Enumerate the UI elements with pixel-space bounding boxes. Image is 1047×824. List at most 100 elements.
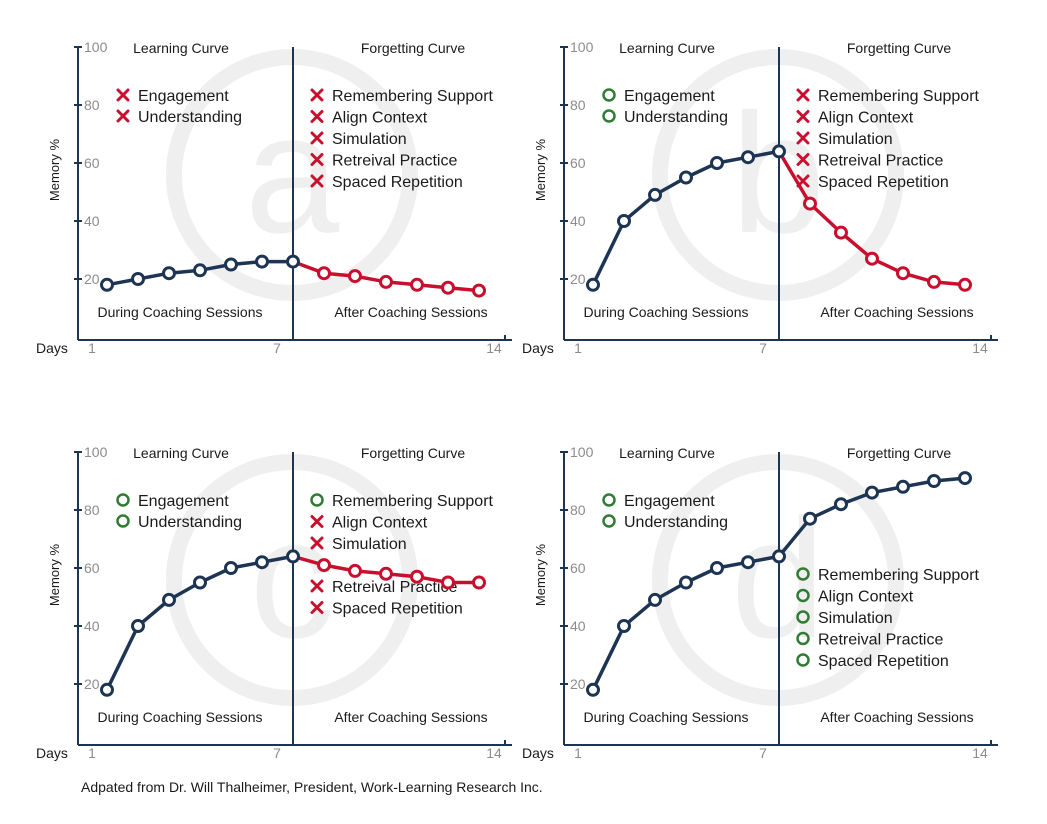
learning-curve-point: [710, 156, 724, 170]
factor-label: Simulation: [818, 610, 893, 627]
forgetting-factor-align-context: Align Context: [310, 515, 428, 532]
check-circle-icon: [602, 514, 616, 528]
factor-label: Align Context: [332, 515, 428, 532]
y-tick-label: 40: [84, 618, 100, 634]
forgetting-curve-point: [317, 558, 331, 573]
forgetting-curve-point: [410, 277, 424, 292]
check-circle-icon: [796, 567, 810, 581]
factor-label: Align Context: [818, 589, 914, 606]
factor-label: Retreival Practice: [332, 579, 457, 596]
after-sessions-label: After Coaching Sessions: [820, 304, 973, 320]
learning-curve-point: [224, 257, 238, 272]
forgetting-curve-point: [348, 269, 362, 284]
learning-factor-engagement: Engagement: [602, 88, 715, 105]
factor-label: Engagement: [624, 493, 715, 510]
forgetting-curve-point: [958, 277, 972, 292]
cross-icon: [310, 536, 324, 550]
y-tick-label: 100: [570, 39, 594, 55]
learning-factor-engagement: Engagement: [116, 88, 229, 105]
factor-label: Remembering Support: [332, 493, 494, 510]
forgetting-curve-point: [348, 563, 362, 578]
after-sessions-label: After Coaching Sessions: [334, 304, 487, 320]
learning-curve-point: [131, 272, 145, 286]
learning-curve-point: [100, 277, 114, 292]
y-tick-label: 60: [84, 560, 100, 576]
y-tick-label: 60: [570, 560, 586, 576]
check-circle-icon: [602, 493, 616, 507]
check-circle-icon: [116, 514, 130, 528]
check-circle-icon: [602, 88, 616, 102]
factor-label: Simulation: [332, 536, 407, 553]
forgetting-curve-point: [472, 575, 486, 590]
y-tick-label: 60: [84, 155, 100, 171]
factor-label: Retreival Practice: [818, 632, 943, 649]
learning-factor-understanding: Understanding: [602, 514, 728, 531]
x-tick-label: 1: [574, 340, 582, 356]
forgetting-curve-title: Forgetting Curve: [361, 445, 465, 461]
forgetting-factor-remembering-support: Remembering Support: [796, 567, 980, 584]
learning-curve-point: [162, 592, 176, 607]
forgetting-curve-title: Forgetting Curve: [361, 40, 465, 56]
forgetting-factor-spaced-repetition: Spaced Repetition: [310, 174, 463, 191]
check-circle-icon: [796, 610, 810, 624]
learning-curve-point: [100, 682, 114, 697]
cross-icon: [310, 88, 324, 102]
y-tick-label: 100: [84, 444, 108, 460]
forgetting-factor-simulation: Simulation: [796, 131, 893, 148]
forgetting-curve-title: Forgetting Curve: [847, 445, 951, 461]
cross-icon: [310, 515, 324, 528]
y-tick-label: 40: [84, 213, 100, 229]
factor-label: Remembering Support: [332, 88, 494, 105]
y-axis-label: Memory %: [533, 139, 548, 202]
y-tick-label: 80: [570, 502, 586, 518]
learning-curve-point: [586, 277, 600, 292]
x-tick-label: 14: [486, 340, 502, 356]
x-tick-label: 7: [759, 745, 767, 761]
y-tick-label: 40: [570, 618, 586, 634]
forgetting-curve-point: [865, 485, 879, 500]
factor-label: Align Context: [818, 110, 914, 127]
factor-label: Spaced Repetition: [818, 174, 949, 191]
forgetting-curve-point: [927, 474, 941, 488]
factor-label: Engagement: [138, 493, 229, 510]
learning-curve-point: [617, 214, 631, 228]
learning-curve-point: [617, 619, 631, 633]
cross-icon: [796, 131, 810, 145]
learning-curve-title: Learning Curve: [133, 445, 229, 461]
learning-factor-engagement: Engagement: [116, 493, 229, 510]
cross-icon: [796, 110, 810, 123]
learning-curve-point: [679, 575, 693, 590]
learning-curve-point: [772, 549, 786, 564]
during-sessions-label: During Coaching Sessions: [98, 709, 263, 725]
forgetting-curve-point: [958, 471, 972, 486]
learning-factor-understanding: Understanding: [602, 109, 728, 126]
factor-label: Engagement: [138, 88, 229, 105]
factor-label: Engagement: [624, 88, 715, 105]
attribution-text: Adpated from Dr. Will Thalheimer, Presid…: [81, 779, 543, 795]
forgetting-factor-retreival-practice: Retreival Practice: [310, 153, 457, 170]
forgetting-curve-point: [865, 251, 879, 266]
learning-curve-point: [131, 619, 145, 633]
forgetting-factor-retreival-practice: Retreival Practice: [796, 632, 943, 649]
learning-curve-point: [648, 187, 662, 202]
forgetting-factor-remembering-support: Remembering Support: [310, 88, 494, 105]
forgetting-curve-point: [317, 266, 331, 281]
y-axis-label: Memory %: [47, 139, 62, 202]
forgetting-factor-align-context: Align Context: [796, 110, 914, 127]
forgetting-curve-point: [379, 274, 393, 289]
forgetting-factor-simulation: Simulation: [796, 610, 893, 627]
forgetting-factor-retreival-practice: Retreival Practice: [796, 153, 943, 170]
learning-curve-point: [741, 150, 755, 165]
cross-icon: [796, 88, 810, 102]
y-tick-label: 100: [84, 39, 108, 55]
check-circle-icon: [310, 493, 324, 507]
learning-curve-point: [772, 144, 786, 159]
during-sessions-label: During Coaching Sessions: [98, 304, 263, 320]
during-sessions-label: During Coaching Sessions: [584, 304, 749, 320]
cross-icon: [116, 88, 130, 102]
forgetting-factor-remembering-support: Remembering Support: [796, 88, 980, 105]
